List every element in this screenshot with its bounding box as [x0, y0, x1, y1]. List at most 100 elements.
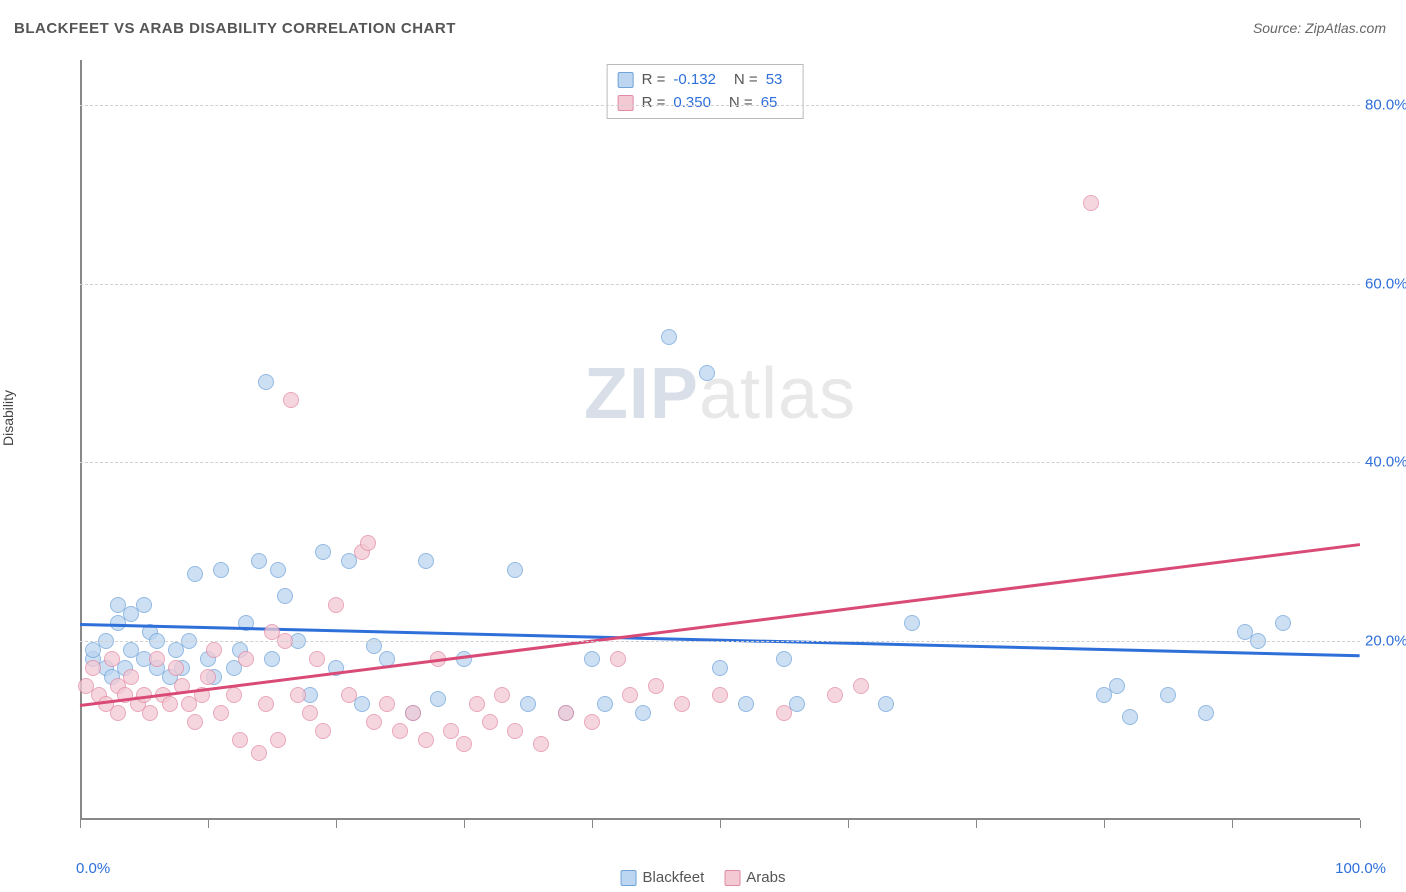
- scatter-point: [366, 714, 382, 730]
- legend-item: Blackfeet: [621, 869, 705, 886]
- stat-n-label: N =: [734, 69, 758, 92]
- gridline: [80, 462, 1360, 463]
- legend-swatch: [724, 870, 740, 886]
- gridline: [80, 641, 1360, 642]
- scatter-point: [123, 669, 139, 685]
- stat-n-label: N =: [729, 92, 753, 115]
- scatter-point: [635, 705, 651, 721]
- scatter-point: [200, 669, 216, 685]
- scatter-point: [853, 678, 869, 694]
- scatter-point: [456, 651, 472, 667]
- stat-r-value: 0.350: [673, 92, 711, 115]
- scatter-point: [405, 705, 421, 721]
- x-tick: [464, 820, 465, 828]
- scatter-point: [277, 588, 293, 604]
- x-tick: [592, 820, 593, 828]
- scatter-point: [520, 696, 536, 712]
- scatter-point: [533, 736, 549, 752]
- stats-row: R = 0.350 N = 65: [618, 92, 793, 115]
- scatter-point: [1109, 678, 1125, 694]
- x-tick: [1232, 820, 1233, 828]
- y-tick-label: 80.0%: [1365, 96, 1406, 113]
- scatter-point: [610, 651, 626, 667]
- scatter-point: [136, 597, 152, 613]
- stat-n-value: 65: [761, 92, 778, 115]
- scatter-point: [1083, 195, 1099, 211]
- x-tick: [848, 820, 849, 828]
- scatter-point: [149, 651, 165, 667]
- scatter-point: [482, 714, 498, 730]
- scatter-point: [507, 562, 523, 578]
- scatter-point: [258, 696, 274, 712]
- y-tick-label: 60.0%: [1365, 275, 1406, 292]
- scatter-point: [283, 392, 299, 408]
- x-tick: [1104, 820, 1105, 828]
- x-tick: [80, 820, 81, 828]
- plot-inner: ZIPatlas: [80, 60, 1360, 820]
- stat-r-label: R =: [642, 69, 666, 92]
- scatter-point: [142, 705, 158, 721]
- x-tick: [208, 820, 209, 828]
- gridline: [80, 105, 1360, 106]
- scatter-point: [290, 687, 306, 703]
- scatter-point: [904, 615, 920, 631]
- scatter-point: [187, 566, 203, 582]
- legend-label: Blackfeet: [643, 869, 705, 886]
- scatter-point: [494, 687, 510, 703]
- x-tick: [976, 820, 977, 828]
- scatter-point: [213, 705, 229, 721]
- scatter-point: [622, 687, 638, 703]
- stats-legend-box: R = -0.132 N = 53 R = 0.350 N = 65: [607, 64, 804, 119]
- scatter-point: [738, 696, 754, 712]
- scatter-point: [360, 535, 376, 551]
- source-name: ZipAtlas.com: [1305, 20, 1386, 36]
- scatter-point: [270, 562, 286, 578]
- scatter-point: [226, 687, 242, 703]
- stat-r-value: -0.132: [673, 69, 716, 92]
- watermark: ZIPatlas: [584, 353, 856, 435]
- scatter-point: [251, 745, 267, 761]
- chart-title: BLACKFEET VS ARAB DISABILITY CORRELATION…: [14, 20, 456, 37]
- scatter-point: [597, 696, 613, 712]
- source-prefix: Source:: [1253, 20, 1305, 36]
- scatter-point: [456, 736, 472, 752]
- scatter-point: [85, 660, 101, 676]
- scatter-point: [674, 696, 690, 712]
- scatter-point: [712, 660, 728, 676]
- scatter-point: [878, 696, 894, 712]
- scatter-point: [104, 651, 120, 667]
- scatter-point: [1160, 687, 1176, 703]
- scatter-point: [776, 651, 792, 667]
- scatter-point: [187, 714, 203, 730]
- y-tick-label: 20.0%: [1365, 633, 1406, 650]
- scatter-point: [328, 597, 344, 613]
- scatter-point: [648, 678, 664, 694]
- bottom-legend: BlackfeetArabs: [621, 869, 786, 886]
- stat-r-label: R =: [642, 92, 666, 115]
- scatter-point: [1122, 709, 1138, 725]
- scatter-point: [699, 365, 715, 381]
- scatter-point: [251, 553, 267, 569]
- scatter-point: [110, 705, 126, 721]
- header: BLACKFEET VS ARAB DISABILITY CORRELATION…: [14, 20, 1386, 50]
- scatter-point: [827, 687, 843, 703]
- scatter-point: [238, 651, 254, 667]
- x-axis-max-label: 100.0%: [1335, 860, 1386, 877]
- scatter-point: [232, 732, 248, 748]
- scatter-point: [776, 705, 792, 721]
- source-attribution: Source: ZipAtlas.com: [1253, 20, 1386, 36]
- scatter-point: [258, 374, 274, 390]
- scatter-point: [1275, 615, 1291, 631]
- scatter-point: [379, 696, 395, 712]
- stats-row: R = -0.132 N = 53: [618, 69, 793, 92]
- plot-area: ZIPatlas R = -0.132 N = 53 R = 0.350 N = 65…: [50, 60, 1360, 820]
- legend-swatch: [618, 95, 634, 111]
- scatter-point: [430, 691, 446, 707]
- scatter-point: [366, 638, 382, 654]
- legend-swatch: [618, 72, 634, 88]
- stat-n-value: 53: [766, 69, 783, 92]
- scatter-point: [558, 705, 574, 721]
- scatter-point: [712, 687, 728, 703]
- scatter-point: [168, 660, 184, 676]
- scatter-point: [315, 544, 331, 560]
